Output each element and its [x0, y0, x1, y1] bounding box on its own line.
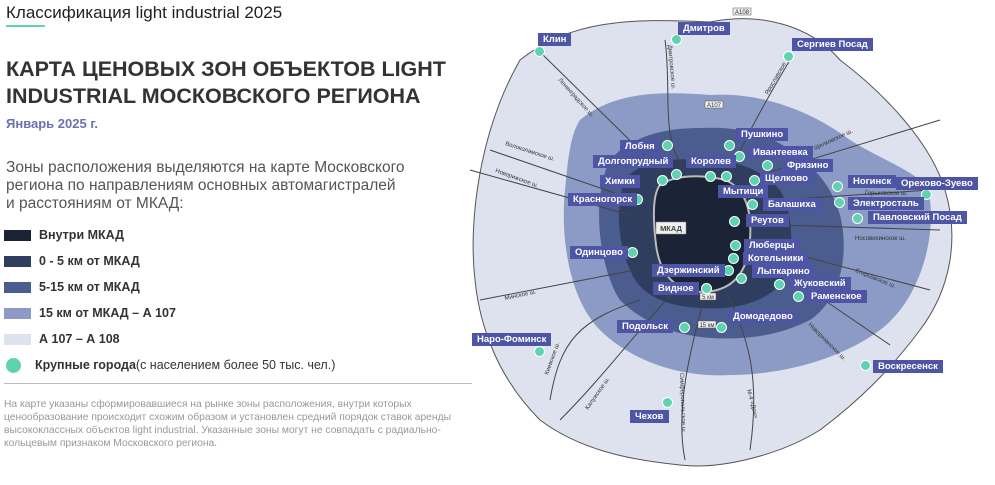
legend-label: Крупные города [35, 358, 136, 372]
city-label: Жуковский [789, 277, 851, 290]
city-dot-icon [724, 140, 735, 151]
city-dot-icon [723, 265, 734, 276]
city-dot-icon [860, 360, 871, 371]
a107-label: A107 [707, 103, 722, 109]
city-label: Королев [686, 155, 737, 168]
city-label: Реутов [746, 214, 789, 227]
city-label: Мытищи [718, 185, 769, 198]
city-dot-icon [852, 213, 863, 224]
map-svg: Ленинградское ш. Дмитровское ш. Ярославс… [469, 7, 953, 467]
city-dot-icon [534, 46, 545, 57]
km15-label: 15 км [699, 323, 714, 329]
mkad-label: МКАД [660, 224, 683, 233]
city-label: Лыткарино [752, 265, 815, 278]
city-dot-icon [832, 181, 843, 192]
city-label: Ногинск [848, 175, 897, 188]
city-dot-icon [783, 51, 794, 62]
city-dot-icon [705, 171, 716, 182]
city-dot-icon [662, 140, 673, 151]
city-label: Люберцы [744, 239, 800, 252]
legend-label: Внутри МКАД [39, 228, 125, 242]
city-label: Щелково [760, 172, 813, 185]
city-label: Одинцово [570, 246, 628, 259]
legend-label-note: (с населением более 50 тыс. чел.) [135, 358, 336, 372]
city-label: Подольск [617, 320, 674, 333]
header-underline [6, 25, 45, 27]
legend-label: 0 - 5 км от МКАД [39, 254, 140, 268]
city-dot-icon [736, 273, 747, 284]
legend-label: А 107 – А 108 [39, 332, 120, 346]
city-label: Клин [538, 33, 572, 46]
legend-swatch [4, 333, 31, 345]
city-dot-icon [730, 240, 741, 251]
city-label: Дзержинский [652, 264, 725, 277]
city-label: Красногорск [568, 193, 638, 206]
city-label: Орехово-Зуево [896, 177, 978, 190]
city-label: Котельники [743, 252, 809, 265]
legend-item-0-5km: 0 - 5 км от МКАД [4, 248, 335, 274]
divider [4, 383, 472, 384]
city-dot-icon [774, 279, 785, 290]
city-label: Раменское [806, 290, 867, 303]
city-label: Ивантеевка [748, 146, 813, 159]
road-label: Горьковское ш. [865, 191, 908, 197]
city-dot-icon [793, 291, 804, 302]
map: Ленинградское ш. Дмитровское ш. Ярославс… [460, 0, 995, 480]
city-label: Домодедово [728, 310, 798, 323]
city-label: Видное [653, 282, 699, 295]
city-label: Лобня [620, 140, 660, 153]
city-label: Дмитров [678, 22, 730, 35]
city-label: Электросталь [848, 197, 924, 210]
legend-item-cities: Крупные города (с населением более 50 ты… [4, 352, 335, 378]
city-label: Фрязино [782, 159, 834, 172]
city-dot-icon [834, 197, 845, 208]
legend-swatch [4, 307, 31, 319]
legend-item-5-15km: 5-15 км от МКАД [4, 274, 335, 300]
legend-label: 5-15 км от МКАД [39, 280, 140, 294]
city-dot-icon [747, 199, 758, 210]
city-label: Чехов [630, 410, 669, 423]
header-title: Классификация light industrial 2025 [6, 3, 283, 22]
city-dot-icon [729, 216, 740, 227]
report-date: Январь 2025 г. [6, 116, 99, 131]
page-title: КАРТА ЦЕНОВЫХ ЗОН ОБЪЕКТОВ LIGHT INDUSTR… [6, 57, 446, 108]
legend: Внутри МКАД 0 - 5 км от МКАД 5-15 км от … [4, 222, 335, 378]
city-dot-icon [679, 322, 690, 333]
footnote: На карте указаны сформировавшиеся на рын… [4, 399, 451, 449]
road-label: Дмитровское ш. [666, 45, 676, 90]
city-dot-icon [671, 169, 682, 180]
city-dot-icon [627, 247, 638, 258]
legend-label: 15 км от МКАД – А 107 [39, 306, 176, 320]
legend-swatch [4, 281, 31, 293]
city-dot-icon [534, 346, 545, 357]
legend-swatch [4, 229, 31, 241]
city-label: Балашиха [763, 198, 821, 211]
city-dot-icon [6, 357, 21, 373]
city-dot-icon [701, 283, 712, 294]
legend-item-a107-a108: А 107 – А 108 [4, 326, 335, 352]
city-label: Павловский Посад [868, 211, 967, 224]
city-dot-icon [657, 175, 668, 186]
city-label: Сергиев Посад [792, 38, 873, 51]
city-dot-icon [749, 175, 760, 186]
city-label: Пушкино [736, 128, 789, 141]
city-dot-icon [662, 397, 673, 408]
city-dot-icon [721, 171, 732, 182]
city-label: Долгопрудный [593, 155, 674, 168]
city-label: Наро-Фоминск [472, 333, 552, 346]
city-label: Химки [600, 175, 640, 188]
road-label: Симферопольское ш. [678, 373, 686, 434]
city-label: Воскресенск [873, 360, 943, 373]
legend-item-inside-mkad: Внутри МКАД [4, 222, 335, 248]
intro-text: Зоны расположения выделяются на карте Мо… [6, 159, 405, 212]
km5-label: 5 км [702, 295, 714, 301]
city-dot-icon [716, 322, 727, 333]
city-dot-icon [728, 253, 739, 264]
city-dot-icon [762, 160, 773, 171]
legend-item-15km-a107: 15 км от МКАД – А 107 [4, 300, 335, 326]
a108-label: A108 [735, 10, 750, 16]
legend-swatch [4, 255, 31, 267]
city-dot-icon [671, 34, 682, 45]
road-label: Носовихинское ш. [855, 236, 906, 242]
